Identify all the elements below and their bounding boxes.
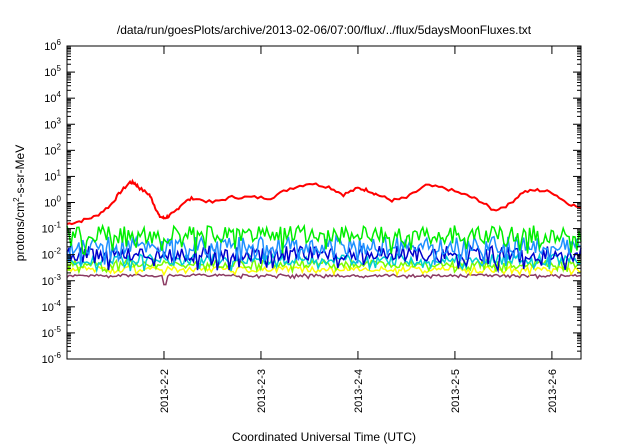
- y-tick-label: 10-5: [42, 325, 62, 340]
- series-line-8: [66, 273, 582, 286]
- y-tick-label: 10-1: [42, 221, 62, 236]
- y-axis: 10-6 10-5 10-4 10-3 10-2 10-1 100 101 102 103 104 1…: [42, 38, 581, 366]
- y-tick-label: 10-4: [42, 299, 62, 314]
- x-axis-label: Coordinated Universal Time (UTC): [232, 430, 416, 444]
- y-tick-label: 103: [44, 116, 61, 131]
- y-tick-label: 106: [44, 38, 61, 53]
- y-tick-label: 10-2: [42, 247, 62, 262]
- plot-frame: [66, 45, 582, 360]
- y-tick-label: 104: [44, 90, 61, 105]
- x-axis: 2013-2-2 2013-2-3 2013-2-4 2013-2-5 2013-2-6: [159, 46, 559, 413]
- series-line-3: [66, 234, 582, 265]
- chart-title: /data/run/goesPlots/archive/2013-02-06/0…: [117, 23, 532, 37]
- series-line-1: [66, 178, 582, 226]
- x-tick-label: 2013-2-3: [256, 369, 268, 413]
- y-tick-label: 105: [44, 64, 61, 79]
- y-tick-label: 101: [44, 168, 61, 183]
- series-group: [66, 178, 582, 286]
- y-tick-label: 10-3: [42, 273, 62, 288]
- x-tick-label: 2013-2-4: [353, 369, 365, 413]
- y-axis-label: protons/cm2-s-sr-MeV: [12, 145, 27, 261]
- x-tick-label: 2013-2-5: [450, 369, 462, 413]
- x-tick-label: 2013-2-2: [159, 369, 171, 413]
- y-tick-label: 10-6: [42, 351, 62, 366]
- y-tick-label: 100: [44, 195, 61, 210]
- series-line-2: [66, 223, 582, 256]
- x-tick-label: 2013-2-6: [547, 369, 559, 413]
- y-tick-label: 102: [44, 142, 61, 157]
